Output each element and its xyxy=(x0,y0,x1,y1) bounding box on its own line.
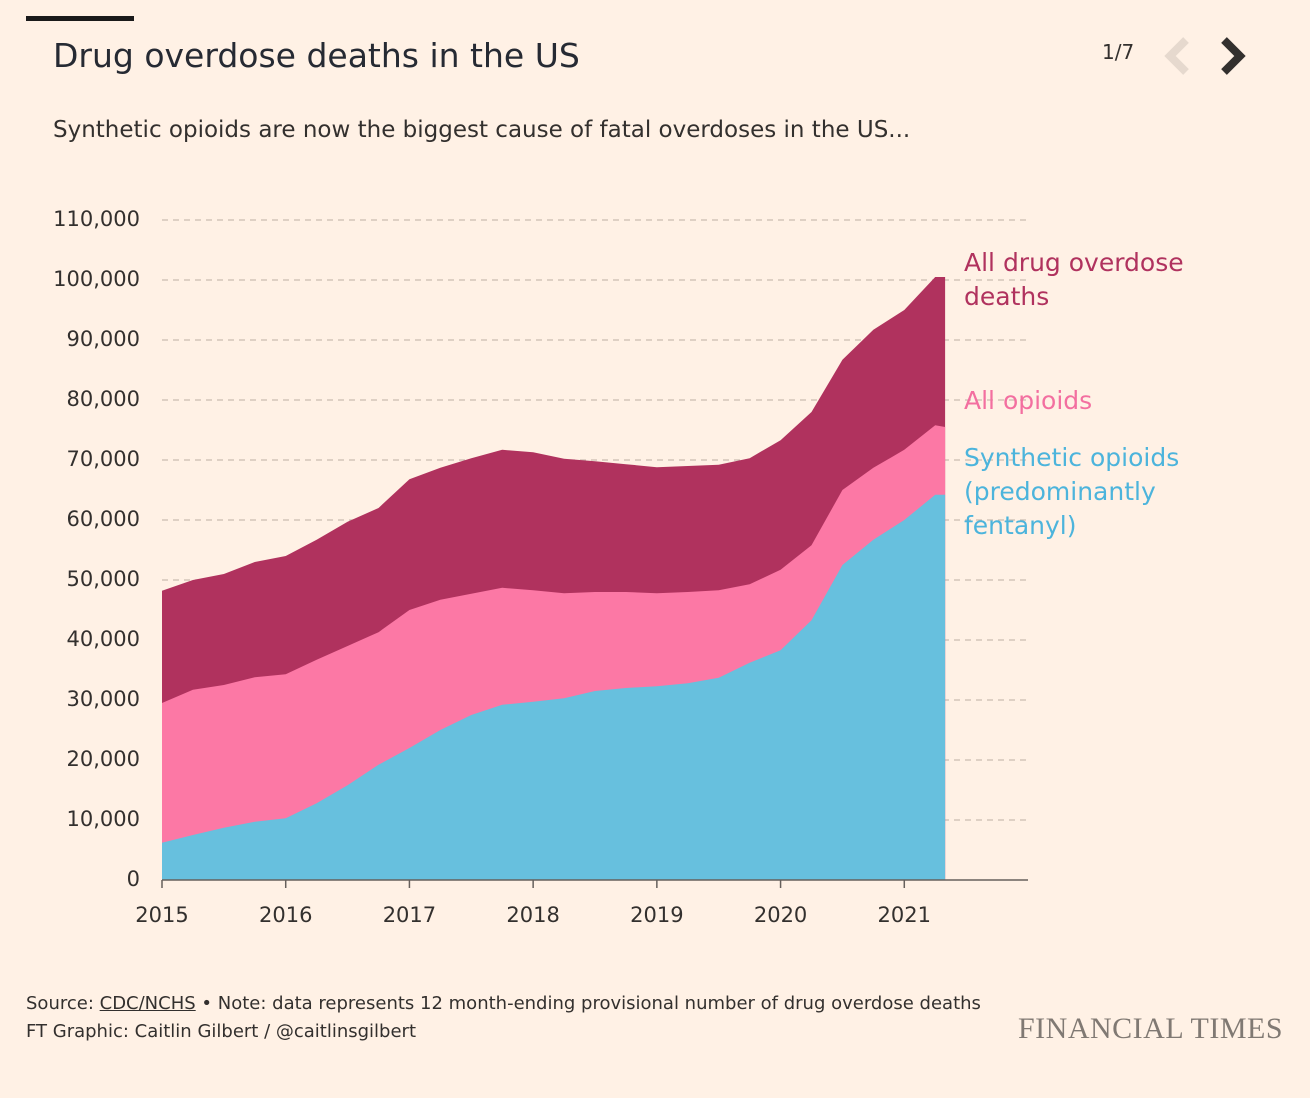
x-tick-label: 2015 xyxy=(135,903,188,927)
y-tick-label: 20,000 xyxy=(67,747,140,771)
top-bar xyxy=(26,16,134,21)
series-label: Synthetic opioids (predominantly fentany… xyxy=(964,443,1180,540)
brand: FINANCIAL TIMES xyxy=(1018,1012,1284,1045)
x-tick-label: 2017 xyxy=(383,903,436,927)
series-label: All drug overdose deaths xyxy=(964,248,1184,311)
y-tick-label: 50,000 xyxy=(67,567,140,591)
next-button[interactable] xyxy=(1212,32,1252,80)
y-tick-label: 10,000 xyxy=(67,807,140,831)
y-tick-label: 80,000 xyxy=(67,387,140,411)
y-tick-label: 60,000 xyxy=(67,507,140,531)
y-tick-label: 100,000 xyxy=(53,267,140,291)
y-tick-label: 30,000 xyxy=(67,687,140,711)
chart-title: Drug overdose deaths in the US xyxy=(53,36,580,75)
x-tick-label: 2016 xyxy=(259,903,312,927)
source-label: Source: xyxy=(26,993,94,1014)
area xyxy=(162,494,946,880)
y-tick-label: 0 xyxy=(127,867,140,891)
prev-button[interactable] xyxy=(1158,32,1198,80)
footer: Source: CDC/NCHS • Note: data represents… xyxy=(26,990,986,1046)
y-tick-label: 70,000 xyxy=(67,447,140,471)
x-tick-label: 2019 xyxy=(630,903,683,927)
credit: FT Graphic: Caitlin Gilbert / @caitlinsg… xyxy=(26,1021,417,1042)
note: • Note: data represents 12 month-ending … xyxy=(201,993,981,1014)
y-tick-label: 90,000 xyxy=(67,327,140,351)
y-tick-label: 40,000 xyxy=(67,627,140,651)
chart: 0 10,000 20,000 30,000 40,000 50,000 60,000 70,… xyxy=(53,207,1028,927)
source-link[interactable]: CDC/NCHS xyxy=(99,993,196,1014)
x-tick-label: 2018 xyxy=(506,903,559,927)
pager: 1/7 xyxy=(1102,40,1135,64)
y-tick-label: 110,000 xyxy=(53,207,140,231)
chart-subtitle: Synthetic opioids are now the biggest ca… xyxy=(53,117,911,143)
x-tick-label: 2021 xyxy=(878,903,931,927)
x-tick-label: 2020 xyxy=(754,903,807,927)
series-label: All opioids xyxy=(964,386,1093,415)
